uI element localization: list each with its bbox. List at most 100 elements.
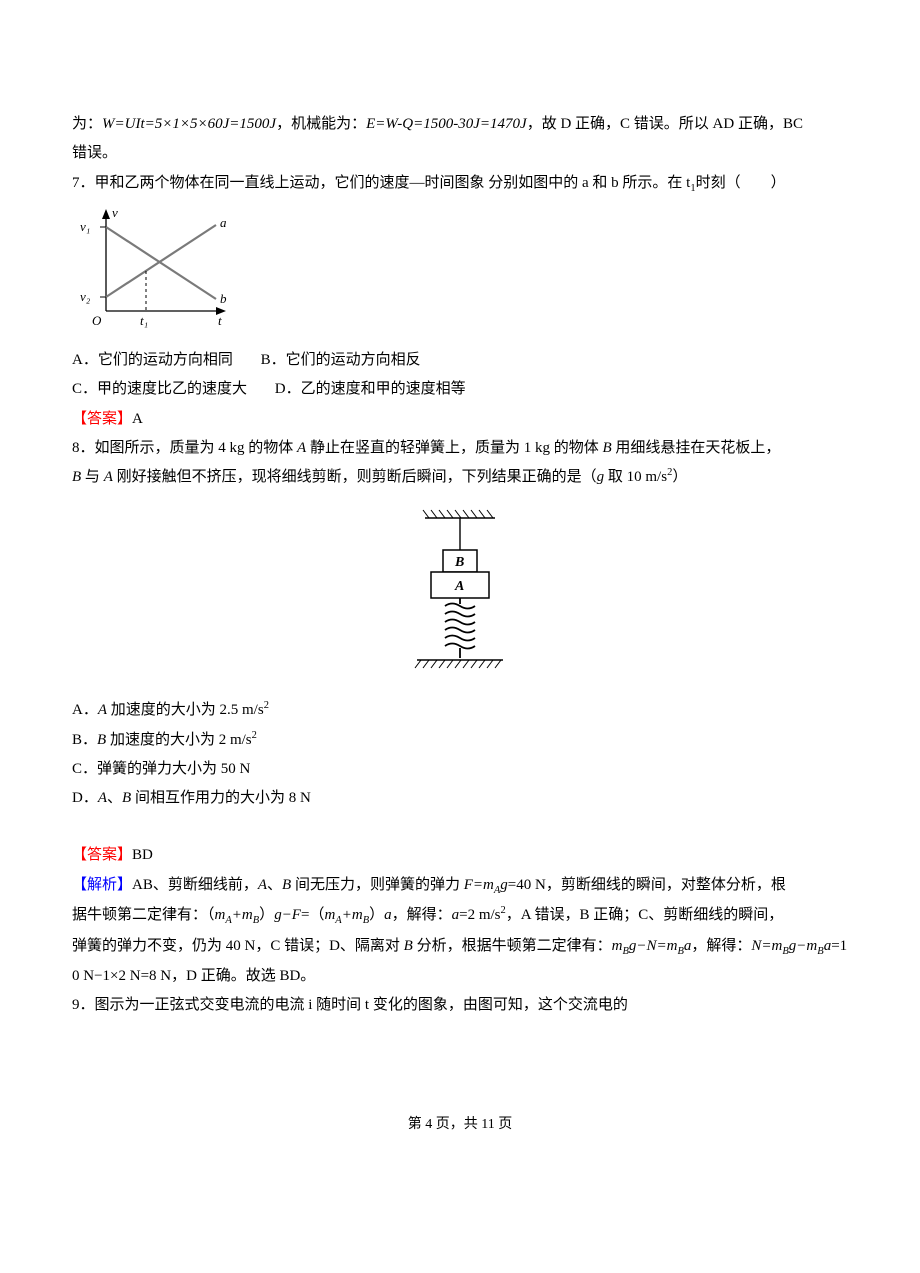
text: A． (72, 702, 98, 718)
q9-stem: 9．图示为一正弦式交变电流的电流 i 随时间 t 变化的图象，由图可知，这个交流… (72, 991, 848, 1020)
formula: N=m (751, 938, 782, 954)
text: 为： (72, 116, 102, 132)
axis-t: t (218, 313, 222, 328)
text: 据牛顿第二定律有：（ (72, 907, 215, 923)
q7-opt-a: A．它们的运动方向相同 (72, 346, 233, 375)
var: A (258, 877, 267, 893)
page-footer: 第 4 页，共 11 页 (72, 1111, 848, 1138)
formula: W=UIt=5×1×5×60J=1500J (102, 116, 276, 132)
label-t1: t₁ (140, 313, 148, 328)
q7-stem: 7．甲和乙两个物体在同一直线上运动，它们的速度—时间图象 分别如图中的 a 和 … (72, 169, 848, 199)
var-B: B (72, 469, 81, 485)
answer-value: A (132, 411, 143, 427)
q8-opt-c: C．弹簧的弹力大小为 50 N (72, 755, 848, 784)
text: 、 (107, 790, 122, 806)
answer-label: 【答案】 (72, 411, 132, 427)
q8-jiexi-p1: 【解析】AB、剪断细线前，A、B 间无压力，则弹簧的弹力 F=mAg=40 N，… (72, 871, 848, 901)
q8-opt-d: D．A、B 间相互作用力的大小为 8 N (72, 784, 848, 813)
footer-text: 页 (495, 1117, 513, 1132)
var: m (324, 907, 335, 923)
text: 用细线悬挂在天花板上， (612, 440, 781, 456)
q8-answer: 【答案】BD (72, 841, 848, 870)
axis-v: v (112, 205, 118, 220)
q7-number: 7． (72, 175, 95, 191)
text: =40 N，剪断细线的瞬间，对整体分析，根 (508, 877, 786, 893)
var: B (404, 938, 413, 954)
var: B (97, 732, 106, 748)
q7-options-row2: C．甲的速度比乙的速度大 D．乙的速度和甲的速度相等 (72, 375, 848, 404)
q8-diagram: B A (72, 506, 848, 678)
formula: g (500, 877, 508, 893)
q9-number: 9． (72, 997, 95, 1013)
text: ，机械能为： (276, 116, 366, 132)
label-v1: v₁ (80, 219, 90, 234)
text: ，A 错误，B 正确；C、剪断细线的瞬间， (506, 907, 784, 923)
text: 刚好接触但不挤压，现将细线剪断，则剪断后瞬间，下列结果正确的是（ (113, 469, 597, 485)
text: 与 (81, 469, 104, 485)
text: ） (672, 469, 687, 485)
q8-opt-a: A．A 加速度的大小为 2.5 m/s2 (72, 696, 848, 725)
footer-text: 第 (408, 1117, 426, 1132)
text: ，故 D 正确，C 错误。所以 AD 正确，BC (527, 116, 803, 132)
text: 弹簧的弹力不变，仍为 40 N，C 错误；D、隔离对 (72, 938, 404, 954)
var: B (282, 877, 291, 893)
text: =（ (301, 907, 324, 923)
q7-opt-d: D．乙的速度和甲的速度相等 (275, 375, 466, 404)
footer-text: 页，共 (432, 1117, 481, 1132)
label-B: B (454, 555, 464, 570)
text: 如图所示，质量为 4 kg 的物体 (95, 440, 298, 456)
var: A (98, 790, 107, 806)
text: 间无压力，则弹簧的弹力 (291, 877, 464, 893)
q7-opt-b: B．它们的运动方向相反 (261, 346, 421, 375)
label-b: b (220, 291, 227, 306)
page-total: 11 (481, 1117, 494, 1132)
q8-opt-b: B．B 加速度的大小为 2 m/s2 (72, 726, 848, 755)
var: a (384, 907, 392, 923)
q7-options-row1: A．它们的运动方向相同 B．它们的运动方向相反 (72, 346, 848, 375)
formula: g−m (789, 938, 817, 954)
text: ） (369, 907, 384, 923)
jiexi-label: 【解析】 (72, 877, 132, 893)
q9-text: 图示为一正弦式交变电流的电流 i 随时间 t 变化的图象，由图可知，这个交流电的 (95, 997, 628, 1013)
var: B (122, 790, 131, 806)
formula: g−F (274, 907, 301, 923)
var-B: B (602, 440, 611, 456)
q8-number: 8． (72, 440, 95, 456)
text: B． (72, 732, 97, 748)
text: 加速度的大小为 2.5 m/s (107, 702, 264, 718)
q7-text: 时刻（ ） (696, 175, 786, 191)
formula: g−N=m (629, 938, 678, 954)
sup: 2 (264, 700, 269, 711)
spacer (72, 813, 848, 841)
formula: F=m (464, 877, 494, 893)
q8-jiexi-p3: 弹簧的弹力不变，仍为 40 N，C 错误；D、隔离对 B 分析，根据牛顿第二定律… (72, 932, 848, 962)
label-a: a (220, 215, 227, 230)
q7-opt-c: C．甲的速度比乙的速度大 (72, 375, 247, 404)
var: +m (232, 907, 253, 923)
var: m (215, 907, 226, 923)
q7-graph: v v₁ v₂ O t₁ t a b (72, 203, 848, 340)
text: 分析，根据牛顿第二定律有： (413, 938, 612, 954)
prev-solution-tail-line2: 错误。 (72, 139, 848, 168)
text: D． (72, 790, 98, 806)
text: ） (259, 907, 274, 923)
text: ，解得： (691, 938, 751, 954)
var: A (98, 702, 107, 718)
q8-stem-line2: B 与 A 刚好接触但不挤压，现将细线剪断，则剪断后瞬间，下列结果正确的是（g … (72, 463, 848, 492)
q8-stem-line1: 8．如图所示，质量为 4 kg 的物体 A 静止在竖直的轻弹簧上，质量为 1 k… (72, 434, 848, 463)
formula: E=W-Q=1500-30J=1470J (366, 116, 527, 132)
text: =2 m/s (459, 907, 500, 923)
answer-label: 【答案】 (72, 847, 132, 863)
label-v2: v₂ (80, 289, 91, 304)
q8-jiexi-p2: 据牛顿第二定律有：（mA+mB）g−F=（mA+mB）a，解得：a=2 m/s2… (72, 901, 848, 931)
var-g: g (597, 469, 605, 485)
text: 间相互作用力的大小为 8 N (131, 790, 311, 806)
var: +m (342, 907, 363, 923)
var-A: A (104, 469, 113, 485)
text: ，解得： (392, 907, 452, 923)
text: 静止在竖直的轻弹簧上，质量为 1 kg 的物体 (306, 440, 602, 456)
label-A: A (454, 579, 464, 594)
answer-value: BD (132, 847, 153, 863)
text: 加速度的大小为 2 m/s (106, 732, 251, 748)
sup: 2 (252, 730, 257, 741)
